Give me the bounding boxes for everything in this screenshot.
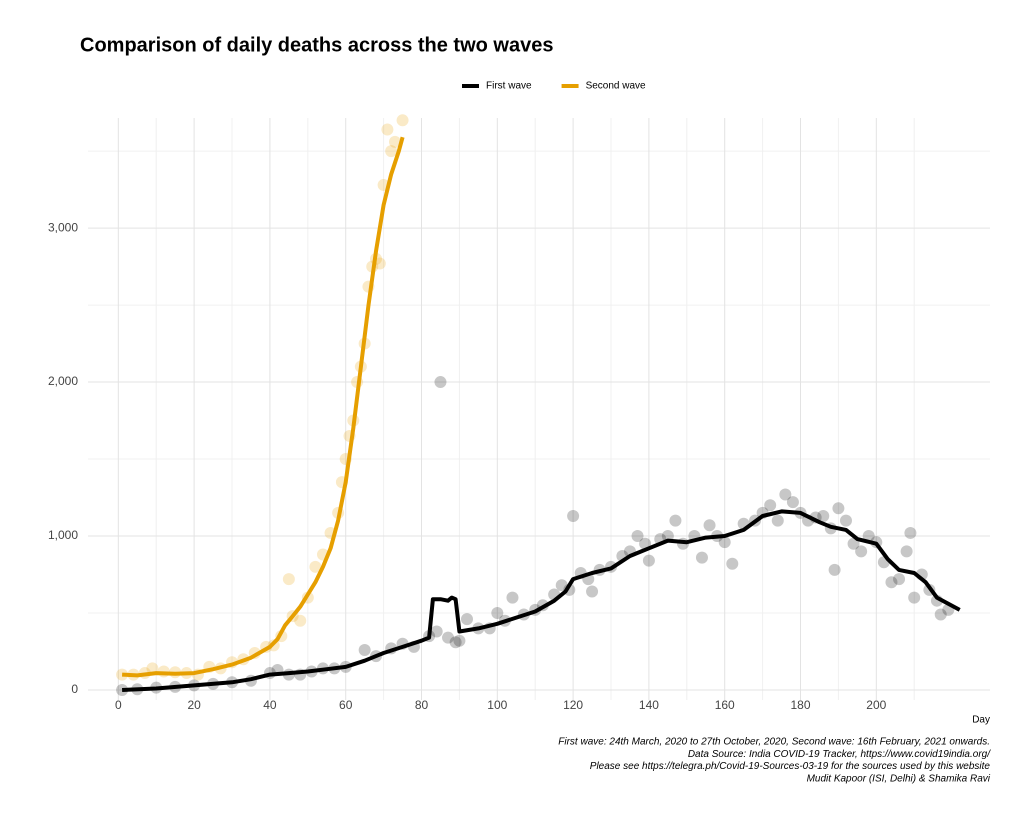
data-point — [718, 536, 731, 549]
x-tick-label: 80 — [415, 698, 429, 712]
data-point — [862, 530, 875, 543]
data-point — [442, 631, 455, 644]
data-point — [779, 488, 792, 501]
x-tick-label: 100 — [487, 698, 507, 712]
data-point — [385, 145, 398, 158]
data-point — [567, 510, 580, 523]
caption-line: Data Source: India COVID-19 Tracker, htt… — [688, 749, 991, 760]
data-point — [764, 499, 777, 512]
data-point — [491, 607, 504, 620]
data-point — [855, 545, 868, 558]
data-point — [388, 135, 401, 148]
data-point — [832, 502, 845, 515]
data-point — [453, 634, 466, 647]
x-tick-label: 60 — [339, 698, 353, 712]
data-point — [309, 560, 322, 573]
chart-title: Comparison of daily deaths across the tw… — [80, 34, 553, 56]
caption-line: Please see https://telegra.ph/Covid-19-S… — [590, 761, 991, 772]
data-point — [703, 519, 716, 532]
data-point — [908, 591, 921, 604]
data-point — [786, 496, 799, 509]
data-point — [358, 643, 371, 656]
caption-line: First wave: 24th March, 2020 to 27th Oct… — [558, 737, 990, 748]
y-tick-label: 2,000 — [48, 374, 78, 388]
data-point — [726, 557, 739, 570]
caption-line: Mudit Kapoor (ISI, Delhi) & Shamika Ravi — [807, 774, 991, 785]
trend-line — [122, 509, 961, 692]
x-tick-label: 160 — [715, 698, 735, 712]
data-point — [282, 573, 295, 586]
x-tick-label: 200 — [866, 698, 886, 712]
data-point — [900, 545, 913, 558]
y-tick-label: 3,000 — [48, 220, 78, 234]
data-point — [381, 123, 394, 136]
data-point — [555, 579, 568, 592]
data-point — [631, 530, 644, 543]
data-point — [817, 510, 830, 523]
y-tick-label: 1,000 — [48, 528, 78, 542]
data-point — [885, 576, 898, 589]
x-axis-label: Day — [972, 715, 990, 726]
legend-label: Second wave — [586, 81, 646, 92]
data-point — [934, 608, 947, 621]
x-tick-label: 120 — [563, 698, 583, 712]
data-point — [893, 573, 906, 586]
x-tick-label: 180 — [790, 698, 810, 712]
data-point — [434, 376, 447, 389]
data-point — [430, 625, 443, 638]
data-point — [669, 514, 682, 527]
data-point — [460, 613, 473, 626]
x-tick-label: 20 — [187, 698, 201, 712]
data-point — [642, 554, 655, 567]
trend-line — [121, 136, 405, 678]
legend-label: First wave — [486, 81, 532, 92]
data-point — [828, 563, 841, 576]
data-point — [449, 636, 462, 649]
data-point — [839, 514, 852, 527]
data-point — [294, 614, 307, 627]
data-point — [506, 591, 519, 604]
x-tick-label: 0 — [115, 698, 122, 712]
data-point — [771, 514, 784, 527]
x-tick-label: 40 — [263, 698, 277, 712]
y-tick-label: 0 — [71, 682, 78, 696]
data-point — [586, 585, 599, 598]
data-point — [695, 551, 708, 564]
data-point — [396, 114, 409, 127]
data-point — [373, 257, 386, 270]
data-point — [904, 526, 917, 539]
x-tick-label: 140 — [639, 698, 659, 712]
